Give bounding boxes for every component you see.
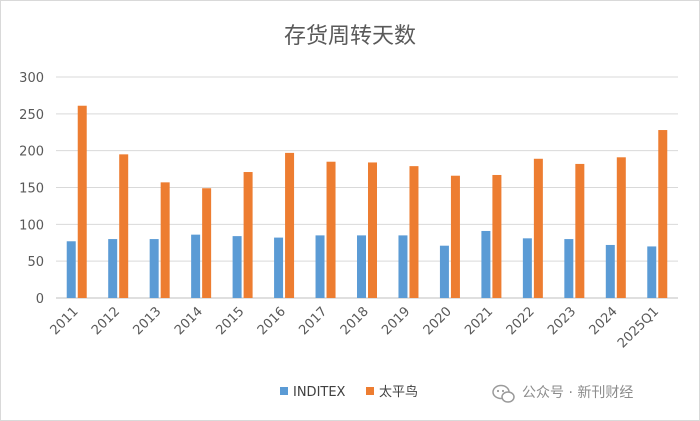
bar-taipingniao xyxy=(658,130,668,298)
x-tick-label: 2013 xyxy=(130,304,164,338)
bar-inditex xyxy=(647,246,657,298)
x-tick-label: 2024 xyxy=(587,304,621,338)
gridlines xyxy=(56,76,678,299)
y-tick-label: 50 xyxy=(27,255,44,270)
x-tick-label: 2016 xyxy=(255,304,289,338)
bar-inditex xyxy=(357,235,366,298)
bar-taipingniao xyxy=(368,162,377,298)
bar-taipingniao xyxy=(616,157,626,298)
bar-inditex xyxy=(605,244,615,298)
bar-inditex xyxy=(149,239,159,298)
bar-inditex xyxy=(439,245,449,298)
bar-taipingniao xyxy=(160,182,170,298)
wechat-icon xyxy=(492,384,515,403)
x-tick-label: 2011 xyxy=(48,304,82,338)
bar-inditex xyxy=(66,241,76,298)
bar-taipingniao xyxy=(285,152,295,298)
y-tick-label: 150 xyxy=(19,182,44,197)
bar-inditex xyxy=(481,230,491,298)
bar-inditex xyxy=(398,235,408,298)
bar-taipingniao xyxy=(202,188,212,298)
bar-taipingniao xyxy=(450,175,460,298)
bar-inditex xyxy=(564,239,574,298)
legend-swatch xyxy=(366,387,374,395)
x-tick-label: 2017 xyxy=(296,304,330,338)
bar-inditex xyxy=(522,238,532,298)
bar-taipingniao xyxy=(409,166,419,298)
bar-taipingniao xyxy=(492,174,502,298)
x-tick-label: 2019 xyxy=(379,304,413,338)
x-tick-label: 2015 xyxy=(213,304,247,338)
x-tick-label: 2014 xyxy=(172,304,206,338)
chart-title: 存货周转天数 xyxy=(284,24,416,49)
y-tick-label: 0 xyxy=(36,292,44,307)
x-tick-label: 2020 xyxy=(421,304,455,338)
y-axis: 0 50 100 150 200 250 300 xyxy=(19,71,44,307)
bar-inditex xyxy=(315,235,325,298)
bar-taipingniao xyxy=(533,158,543,298)
bars xyxy=(66,105,668,298)
bar-taipingniao xyxy=(243,172,253,298)
watermark-text: 公众号 · 新刊财经 xyxy=(522,385,633,401)
x-tick-label: 2021 xyxy=(462,304,496,338)
bar-inditex xyxy=(108,239,118,298)
x-tick-label: 2023 xyxy=(545,304,579,338)
x-tick-label: 2025Q1 xyxy=(615,304,662,351)
y-tick-label: 100 xyxy=(19,218,44,233)
x-tick-label: 2018 xyxy=(338,304,372,338)
y-tick-label: 250 xyxy=(19,108,44,123)
bar-taipingniao xyxy=(77,105,87,298)
bar-inditex xyxy=(274,237,284,298)
x-tick-label: 2012 xyxy=(89,304,123,338)
y-tick-label: 200 xyxy=(19,145,44,160)
y-tick-label: 300 xyxy=(19,71,44,86)
legend: INDITEX 太平鸟 xyxy=(280,384,418,400)
bar-taipingniao xyxy=(119,154,129,298)
bar-taipingniao xyxy=(326,161,336,298)
watermark: 公众号 · 新刊财经 xyxy=(492,384,633,403)
bar-inditex xyxy=(191,234,201,298)
x-axis: 2011 2012 2013 2014 2015 2016 2017 2018 2019 2020… xyxy=(48,304,663,351)
legend-swatch xyxy=(280,387,288,395)
legend-label: INDITEX xyxy=(293,385,346,400)
bar-inditex xyxy=(232,236,242,298)
bar-taipingniao xyxy=(575,163,585,298)
x-tick-label: 2022 xyxy=(504,304,538,338)
legend-label: 太平鸟 xyxy=(379,384,418,400)
